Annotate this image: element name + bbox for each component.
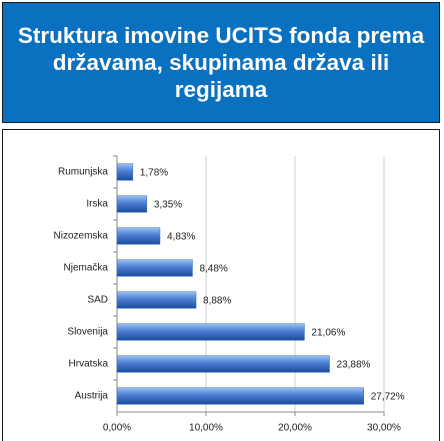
bar <box>116 163 134 181</box>
x-tick-label: 30,00% <box>367 423 401 434</box>
value-label: 23,88% <box>337 360 371 371</box>
chart-frame <box>2 129 440 441</box>
y-tick-label: Irska <box>86 199 108 210</box>
value-label: 8,48% <box>199 264 227 275</box>
value-label: 8,88% <box>203 296 231 307</box>
value-label: 4,83% <box>167 232 195 243</box>
y-tick-label: Slovenija <box>67 327 108 338</box>
bar <box>116 323 305 341</box>
y-tick-label: Nizozemska <box>54 231 109 242</box>
y-tick-label: Austrija <box>75 391 109 402</box>
y-tick-label: SAD <box>87 295 108 306</box>
value-label: 21,06% <box>311 328 345 339</box>
value-label: 3,35% <box>154 200 182 211</box>
bar <box>116 291 197 309</box>
bar <box>116 387 364 405</box>
x-tick-label: 10,00% <box>189 423 223 434</box>
value-label: 1,78% <box>140 168 168 179</box>
y-tick-label: Njemačka <box>64 263 109 274</box>
bar <box>116 227 161 245</box>
y-tick-label: Rumunjska <box>58 167 108 178</box>
chart-title: Struktura imovine UCITS fonda prema drža… <box>2 2 440 123</box>
y-tick-label: Hrvatska <box>69 359 109 370</box>
x-tick-label: 20,00% <box>278 423 312 434</box>
bar <box>116 195 148 213</box>
bar <box>116 259 193 277</box>
x-tick-label: 0,00% <box>103 423 131 434</box>
bar <box>116 355 330 373</box>
value-label: 27,72% <box>371 392 405 403</box>
